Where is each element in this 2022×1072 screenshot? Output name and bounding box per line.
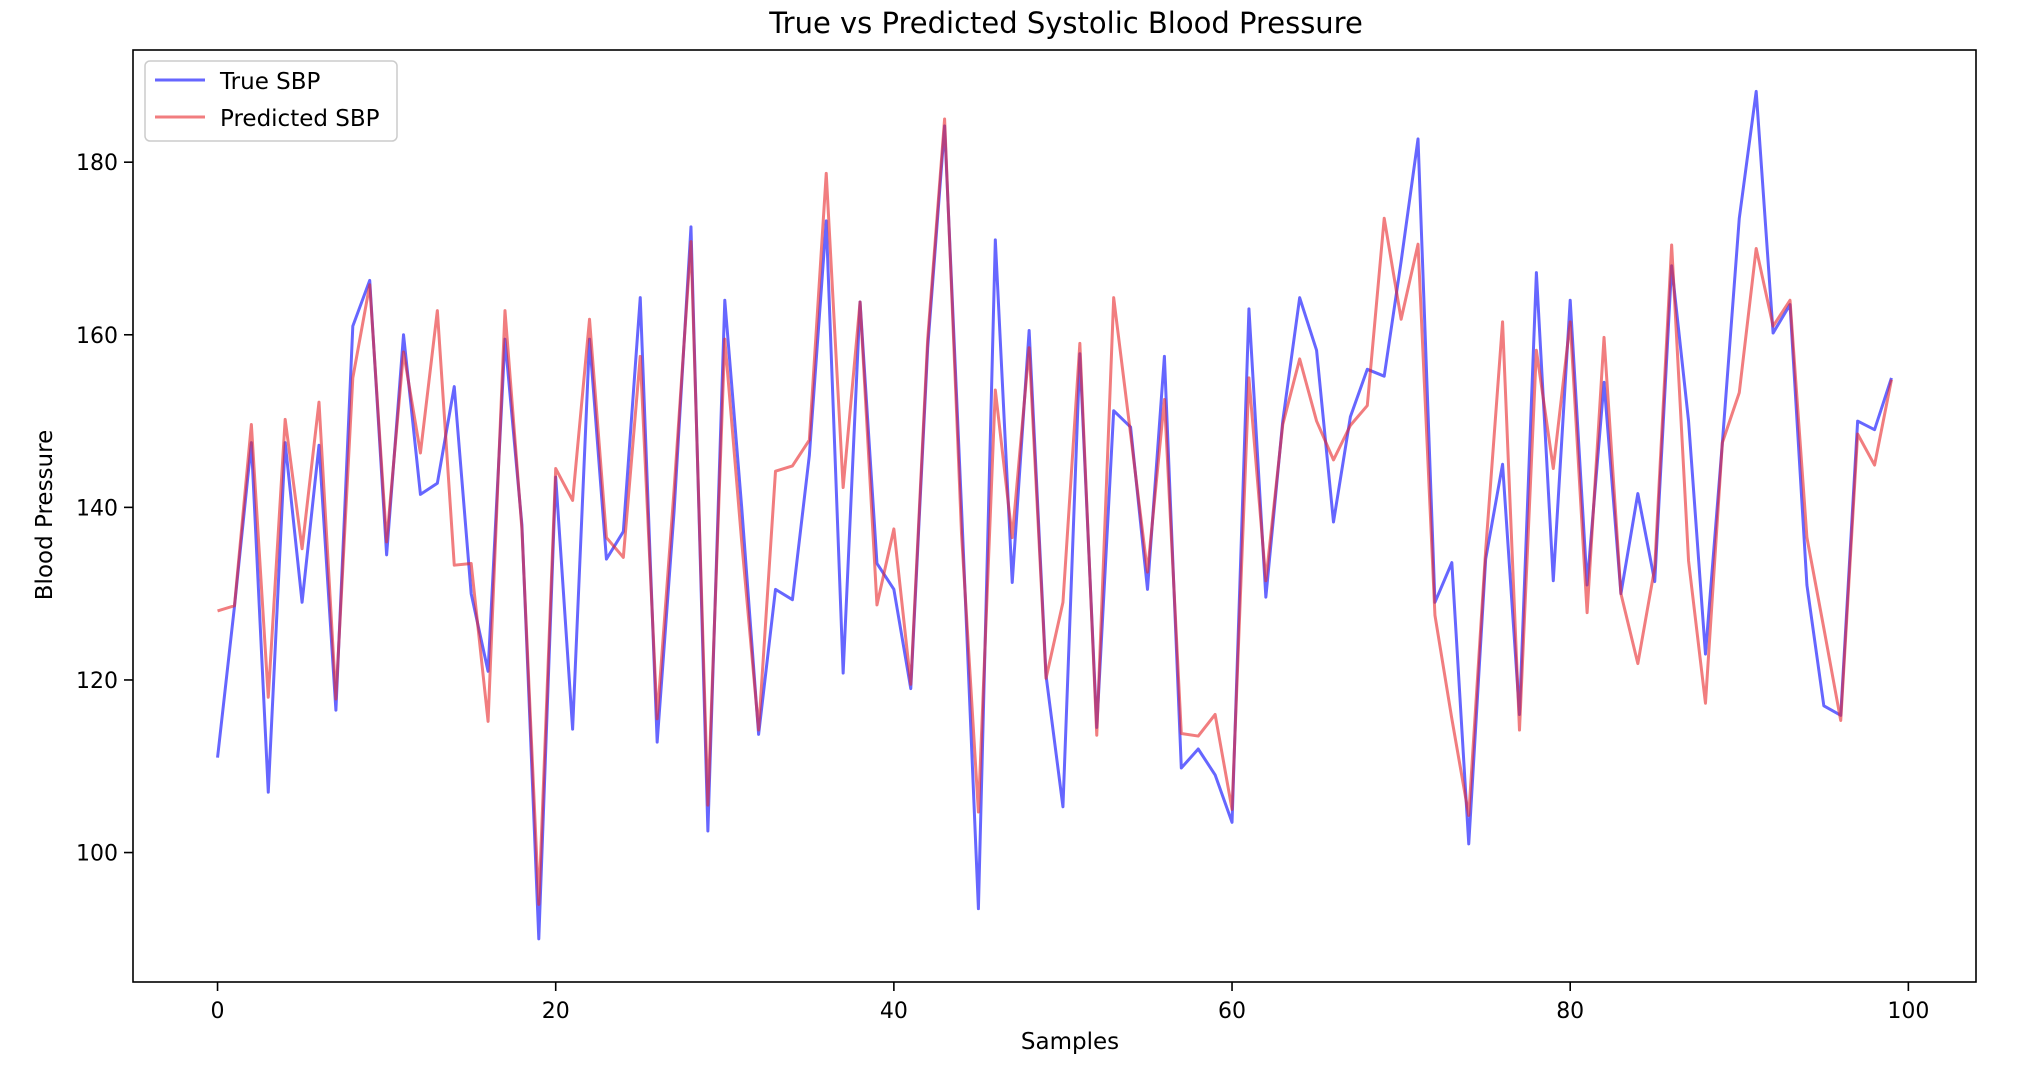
x-axis: 0 20 40 60 80 100 (211, 982, 1929, 1024)
legend-label-predicted-sbp: Predicted SBP (220, 106, 380, 132)
x-tick-label: 40 (880, 999, 908, 1024)
legend-box (144, 60, 398, 142)
y-tick-label: 100 (76, 842, 118, 867)
legend: True SBP Predicted SBP (144, 60, 398, 142)
x-tick-label: 0 (211, 999, 225, 1024)
x-tick-label: 60 (1218, 999, 1246, 1024)
y-tick-label: 140 (76, 496, 118, 521)
y-tick-label: 180 (76, 151, 118, 176)
y-axis-label: Blood Pressure (32, 430, 58, 600)
x-tick-label: 20 (542, 999, 570, 1024)
y-tick-label: 160 (76, 324, 118, 349)
y-axis: 100 120 140 160 180 (76, 151, 133, 867)
y-tick-label: 120 (76, 669, 118, 694)
series-layer (216, 89, 1893, 941)
x-tick-label: 80 (1556, 999, 1584, 1024)
series-line-predicted-sbp (217, 117, 1893, 906)
x-axis-label: Samples (1021, 1029, 1119, 1055)
legend-label-true-sbp: True SBP (219, 69, 321, 95)
chart-title: True vs Predicted Systolic Blood Pressur… (768, 6, 1363, 40)
x-tick-label: 100 (1887, 999, 1929, 1024)
plot-frame (132, 49, 1977, 983)
